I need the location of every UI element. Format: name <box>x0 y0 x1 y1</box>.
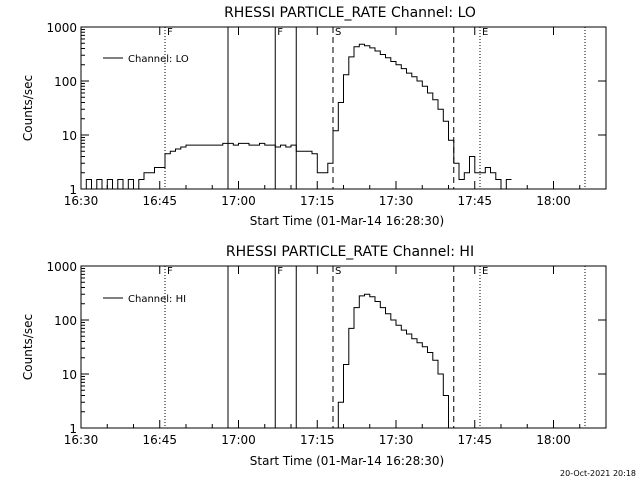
panel-lo-xtick-label: 16:30 <box>64 194 99 208</box>
panel-lo-event-label: F <box>167 27 173 38</box>
panel-hi-event-label: F <box>167 266 173 277</box>
panel-lo-event-label: E <box>482 27 488 38</box>
panel-hi-ytick-label: 100 <box>54 314 77 328</box>
panel-hi-event-label: S <box>335 266 341 277</box>
panel-hi-series-line <box>333 293 454 429</box>
panel-lo-xtick-label: 18:00 <box>536 194 571 208</box>
panel-hi-ytick-label: 1000 <box>46 260 77 274</box>
panel-hi-title: RHESSI PARTICLE_RATE Channel: HI <box>226 244 474 260</box>
panel-hi-ytick-label: 10 <box>62 368 77 382</box>
panel-hi-ylabel: Counts/sec <box>21 314 35 380</box>
panel-hi-ytick-label: 1 <box>69 422 77 436</box>
footer-timestamp: 20-Oct-2021 20:18 <box>560 469 636 478</box>
panel-lo-ytick-label: 10 <box>62 129 77 143</box>
panel-lo-xtick-label: 16:45 <box>142 194 177 208</box>
panel-lo-plot-frame <box>80 26 607 190</box>
panel-lo-event-label: S <box>335 27 341 38</box>
panel-hi-legend-label: Channel: HI <box>128 294 186 305</box>
panel-lo-ytick-label: 1000 <box>46 21 77 35</box>
panel-lo-xtick-label: 17:45 <box>457 194 492 208</box>
panel-hi: RHESSI PARTICLE_RATE Channel: HI F F S E 16… <box>21 244 607 468</box>
panel-lo-legend: Channel: LO <box>103 54 189 65</box>
panel-lo-xtick-label: 17:15 <box>300 194 335 208</box>
panel-lo-ytick-label: 1 <box>69 183 77 197</box>
panel-hi-event-label: E <box>482 266 488 277</box>
panel-lo-xtick-label: 17:00 <box>221 194 256 208</box>
panel-lo-legend-label: Channel: LO <box>128 54 189 65</box>
panel-hi-xtick-label: 16:30 <box>64 433 99 447</box>
panel-hi-legend: Channel: HI <box>103 294 186 305</box>
panel-lo-xtick-label: 17:30 <box>379 194 414 208</box>
panel-hi-xtick-label: 17:15 <box>300 433 335 447</box>
panel-hi-xtick-label: 17:30 <box>379 433 414 447</box>
panel-hi-xtick-label: 17:00 <box>221 433 256 447</box>
panel-lo-ylabel: Counts/sec <box>21 75 35 141</box>
panel-hi-xtick-label: 18:00 <box>536 433 571 447</box>
panel-lo-event-label: F <box>277 27 283 38</box>
panel-hi-xlabel: Start Time (01-Mar-14 16:28:30) <box>250 454 444 468</box>
panel-hi-xtick-label: 17:45 <box>457 433 492 447</box>
panel-lo-title: RHESSI PARTICLE_RATE Channel: LO <box>224 5 476 21</box>
panel-hi-plot-frame <box>80 265 607 429</box>
panel-hi-event-label: F <box>277 266 283 277</box>
panel-lo-ytick-label: 100 <box>54 75 77 89</box>
panel-lo: RHESSI PARTICLE_RATE Channel: LO F F S E 16… <box>21 5 607 228</box>
panel-lo-series-line <box>81 43 512 190</box>
panel-hi-xtick-label: 16:45 <box>142 433 177 447</box>
panel-lo-xlabel: Start Time (01-Mar-14 16:28:30) <box>250 214 444 228</box>
